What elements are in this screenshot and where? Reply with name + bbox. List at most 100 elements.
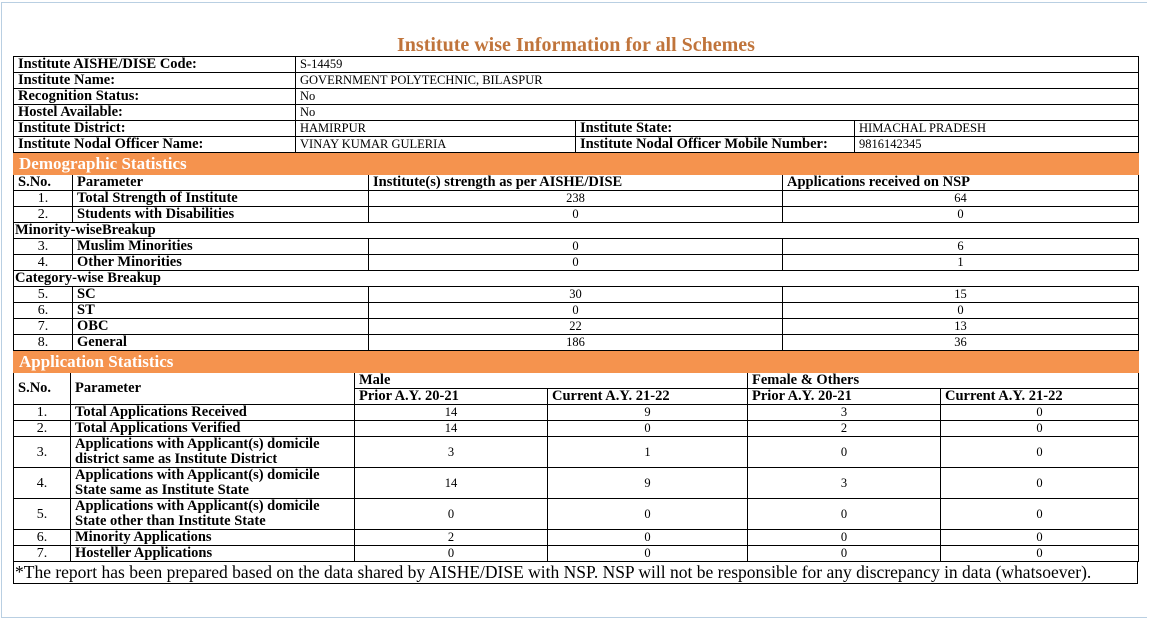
parameter: SC [72,286,369,303]
category-subheading-row: Category-wise Breakup [13,270,1139,287]
female-prior: 2 [747,420,941,437]
female-current: 0 [939,545,1140,562]
sno: 2. [13,206,73,223]
parameter: Applications with Applicant(s) domicile … [70,498,355,530]
table-row: 3. Applications with Applicant(s) domici… [13,436,1140,468]
parameter: Applications with Applicant(s) domicile … [70,436,355,468]
table-row: 2. Students with Disabilities 0 0 [13,206,1139,223]
parameter: Muslim Minorities [72,238,369,255]
demographic-section-header: Demographic Statistics [13,153,1139,175]
disclaimer-note: *The report has been prepared based on t… [13,562,1138,584]
table-row: 6. ST 0 0 [13,302,1139,319]
female-current: 0 [939,529,1140,546]
female-group-header: Female & Others [746,372,1140,389]
sno: 4. [13,467,71,499]
info-row-recognition: Recognition Status: No [13,88,1139,105]
male-current: 1 [547,436,748,468]
strength: 0 [368,206,783,223]
male-current: 9 [547,404,748,421]
parameter: Students with Disabilities [72,206,369,223]
parameter: Total Applications Verified [70,420,355,437]
strength: 238 [368,190,783,207]
female-prior: 0 [747,529,941,546]
officer-label: Institute Nodal Officer Name: [13,136,296,153]
strength: 30 [368,286,783,303]
table-row: 4. Other Minorities 0 1 [13,254,1139,271]
name-label: Institute Name: [13,72,296,89]
category-subheading: Category-wise Breakup [13,270,1139,287]
table-row: 2. Total Applications Verified 14 0 2 0 [13,420,1140,437]
recognition-value: No [295,88,1139,105]
mobile-value: 9816142345 [854,136,1139,153]
male-prior: 0 [354,498,548,530]
male-current: 0 [547,498,748,530]
male-prior: 3 [354,436,548,468]
table-row: 6. Minority Applications 2 0 0 0 [13,529,1140,546]
male-prior-header: Prior A.Y. 20-21 [354,388,548,405]
female-current-header: Current A.Y. 21-22 [939,388,1140,405]
nsp: 6 [782,238,1139,255]
strength: 0 [368,254,783,271]
male-current: 9 [547,467,748,499]
sno: 4. [13,254,73,271]
male-prior: 14 [354,404,548,421]
aishe-label: Institute AISHE/DISE Code: [13,56,296,73]
state-value: HIMACHAL PRADESH [854,120,1139,137]
sno: 3. [13,238,73,255]
page-title: Institute wise Information for all Schem… [397,34,755,56]
col-nsp: Applications received on NSP [782,174,1139,191]
sno: 6. [13,529,71,546]
sno: 5. [13,286,73,303]
table-row: 8. General 186 36 [13,334,1139,351]
male-current: 0 [547,545,748,562]
sno: 7. [13,318,73,335]
demographic-header-row: S.No. Parameter Institute(s) strength as… [13,174,1139,191]
district-label: Institute District: [13,120,296,137]
nsp: 13 [782,318,1139,335]
table-row: 5. SC 30 15 [13,286,1139,303]
info-row-aishe: Institute AISHE/DISE Code: S-14459 [13,56,1139,73]
sno: 3. [13,436,71,468]
demographic-table: Demographic Statistics S.No. Parameter I… [13,153,1139,351]
parameter: Other Minorities [72,254,369,271]
sno: 6. [13,302,73,319]
male-prior: 14 [354,467,548,499]
male-prior: 14 [354,420,548,437]
sno: 8. [13,334,73,351]
hostel-label: Hostel Available: [13,104,296,121]
hostel-value: No [295,104,1139,121]
nsp: 15 [782,286,1139,303]
info-row-officer: Institute Nodal Officer Name: VINAY KUMA… [13,136,1139,153]
parameter: General [72,334,369,351]
mobile-label: Institute Nodal Officer Mobile Number: [575,136,855,153]
male-current: 0 [547,420,748,437]
report-container: Institute AISHE/DISE Code: S-14459 Insti… [12,56,1140,584]
officer-value: VINAY KUMAR GULERIA [295,136,576,153]
parameter: Hosteller Applications [70,545,355,562]
nsp: 36 [782,334,1139,351]
parameter: Minority Applications [70,529,355,546]
male-prior: 0 [354,545,548,562]
name-value: GOVERNMENT POLYTECHNIC, BILASPUR [295,72,1139,89]
female-current: 0 [939,404,1140,421]
sno: 5. [13,498,71,530]
nsp: 1 [782,254,1139,271]
parameter: Total Applications Received [70,404,355,421]
info-row-district: Institute District: HAMIRPUR Institute S… [13,120,1139,137]
female-prior-header: Prior A.Y. 20-21 [747,388,941,405]
female-current: 0 [939,498,1140,530]
minority-subheading: Minority-wiseBreakup [13,222,1139,239]
application-table: Application Statistics S.No. Parameter M… [12,351,1140,562]
state-label: Institute State: [575,120,855,137]
recognition-label: Recognition Status: [13,88,296,105]
nsp: 0 [782,206,1139,223]
strength: 0 [368,238,783,255]
male-group-header: Male [354,372,748,389]
sno: 7. [13,545,71,562]
table-row: 3. Muslim Minorities 0 6 [13,238,1139,255]
parameter: OBC [72,318,369,335]
col-sno: S.No. [13,174,73,191]
male-current: 0 [547,529,748,546]
aishe-value: S-14459 [295,56,1139,73]
